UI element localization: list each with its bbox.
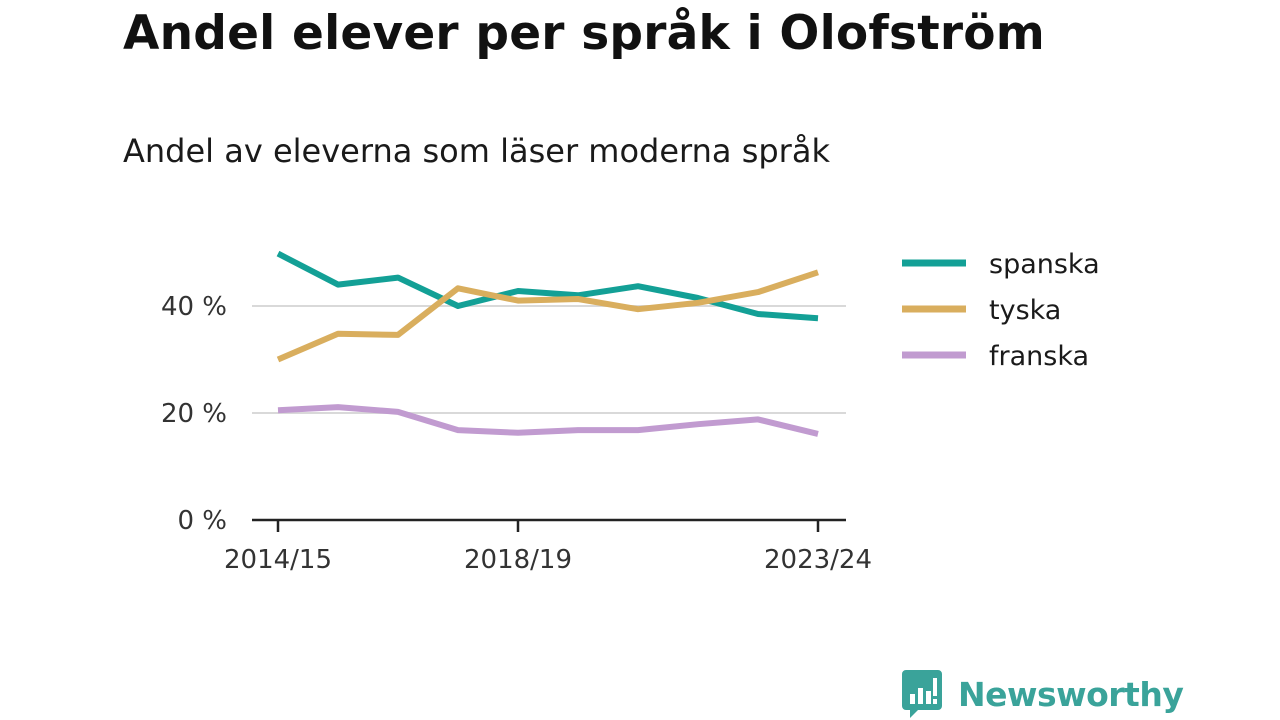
series-lines bbox=[276, 250, 819, 437]
legend-label-spanska: spanska bbox=[989, 249, 1100, 280]
x-tick-label: 2023/24 bbox=[764, 545, 872, 575]
series-line-franska bbox=[277, 404, 819, 437]
series-line-tyska bbox=[276, 269, 819, 363]
logo-text: Newsworthy bbox=[958, 674, 1184, 714]
y-tick-label: 40 % bbox=[161, 292, 227, 322]
x-tick-label: 2018/19 bbox=[464, 545, 572, 575]
y-tick-label: 20 % bbox=[161, 399, 227, 429]
bar-chart-speech-bubble-icon bbox=[902, 670, 942, 718]
legend-label-franska: franska bbox=[989, 341, 1089, 372]
legend: spanska tyska franska bbox=[902, 249, 1100, 372]
legend-label-tyska: tyska bbox=[989, 295, 1061, 326]
x-axis bbox=[252, 518, 846, 532]
line-chart: 0 % 20 % 40 % 2014/15 2018/19 2023/24 spansk… bbox=[161, 249, 1100, 575]
y-tick-label: 0 % bbox=[177, 506, 227, 536]
x-axis-tick-labels: 2014/15 2018/19 2023/24 bbox=[224, 545, 872, 575]
y-axis-tick-labels: 0 % 20 % 40 % bbox=[161, 292, 227, 536]
x-tick-label: 2014/15 bbox=[224, 545, 332, 575]
series-line-spanska bbox=[276, 250, 819, 322]
gridlines bbox=[252, 305, 846, 414]
chart-subtitle: Andel av eleverna som läser moderna språ… bbox=[123, 132, 830, 170]
newsworthy-logo: Newsworthy bbox=[902, 670, 1184, 718]
chart-title: Andel elever per språk i Olofström bbox=[123, 6, 1045, 61]
